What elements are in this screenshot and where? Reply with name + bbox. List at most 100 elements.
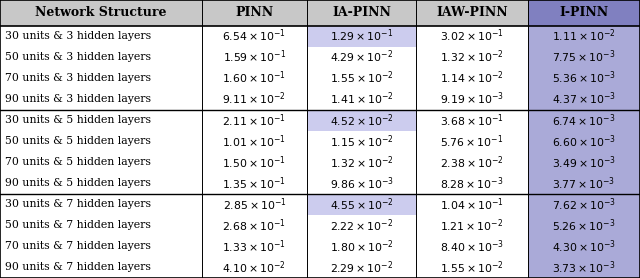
Bar: [307, 47, 416, 68]
Text: 50 units & 3 hidden layers: 50 units & 3 hidden layers: [5, 52, 151, 62]
Bar: [202, 194, 307, 215]
Text: $4.29 \times 10^{-2}$: $4.29 \times 10^{-2}$: [330, 49, 393, 65]
Bar: [0, 194, 202, 215]
Bar: [202, 152, 307, 173]
Text: $4.55 \times 10^{-2}$: $4.55 \times 10^{-2}$: [330, 196, 394, 213]
Text: $9.11 \times 10^{-2}$: $9.11 \times 10^{-2}$: [223, 91, 286, 108]
Text: $1.55 \times 10^{-2}$: $1.55 \times 10^{-2}$: [440, 259, 504, 276]
Bar: [0, 152, 202, 173]
Bar: [528, 26, 640, 47]
Text: $1.33 \times 10^{-1}$: $1.33 \times 10^{-1}$: [223, 238, 286, 255]
Text: 30 units & 7 hidden layers: 30 units & 7 hidden layers: [5, 199, 151, 209]
Text: $2.38 \times 10^{-2}$: $2.38 \times 10^{-2}$: [440, 154, 504, 171]
Bar: [0, 68, 202, 89]
Bar: [528, 89, 640, 110]
Text: IA-PINN: IA-PINN: [332, 6, 391, 19]
Text: $1.21 \times 10^{-2}$: $1.21 \times 10^{-2}$: [440, 217, 504, 234]
Text: $2.29 \times 10^{-2}$: $2.29 \times 10^{-2}$: [330, 259, 393, 276]
Text: $2.68 \times 10^{-1}$: $2.68 \times 10^{-1}$: [223, 217, 286, 234]
Bar: [416, 131, 528, 152]
Text: $8.40 \times 10^{-3}$: $8.40 \times 10^{-3}$: [440, 238, 504, 255]
Text: I-PINN: I-PINN: [559, 6, 609, 19]
Text: $7.75 \times 10^{-3}$: $7.75 \times 10^{-3}$: [552, 49, 616, 65]
Text: $1.15 \times 10^{-2}$: $1.15 \times 10^{-2}$: [330, 133, 394, 150]
Bar: [202, 47, 307, 68]
Text: $7.62 \times 10^{-3}$: $7.62 \times 10^{-3}$: [552, 196, 616, 213]
Text: 70 units & 7 hidden layers: 70 units & 7 hidden layers: [5, 242, 151, 251]
Bar: [307, 110, 416, 131]
Text: IAW-PINN: IAW-PINN: [436, 6, 508, 19]
Bar: [202, 173, 307, 194]
Text: $6.60 \times 10^{-3}$: $6.60 \times 10^{-3}$: [552, 133, 616, 150]
Text: 90 units & 7 hidden layers: 90 units & 7 hidden layers: [5, 262, 151, 272]
Bar: [0, 131, 202, 152]
Bar: [416, 68, 528, 89]
Text: $1.01 \times 10^{-1}$: $1.01 \times 10^{-1}$: [223, 133, 286, 150]
Text: $9.86 \times 10^{-3}$: $9.86 \times 10^{-3}$: [330, 175, 394, 192]
Text: $1.32 \times 10^{-2}$: $1.32 \times 10^{-2}$: [440, 49, 504, 65]
Bar: [307, 26, 416, 47]
Bar: [202, 68, 307, 89]
Text: 50 units & 7 hidden layers: 50 units & 7 hidden layers: [5, 220, 151, 230]
Bar: [528, 110, 640, 131]
Bar: [307, 257, 416, 278]
Text: 90 units & 3 hidden layers: 90 units & 3 hidden layers: [5, 94, 151, 104]
Text: $1.50 \times 10^{-1}$: $1.50 \times 10^{-1}$: [223, 154, 286, 171]
Text: $4.52 \times 10^{-2}$: $4.52 \times 10^{-2}$: [330, 112, 394, 128]
Bar: [416, 236, 528, 257]
Bar: [307, 173, 416, 194]
Bar: [202, 215, 307, 236]
Text: $4.37 \times 10^{-3}$: $4.37 \times 10^{-3}$: [552, 91, 616, 108]
Bar: [202, 131, 307, 152]
Bar: [528, 236, 640, 257]
Text: $1.11 \times 10^{-2}$: $1.11 \times 10^{-2}$: [552, 28, 616, 44]
Bar: [528, 131, 640, 152]
Text: $1.29 \times 10^{-1}$: $1.29 \times 10^{-1}$: [330, 28, 393, 44]
Text: $9.19 \times 10^{-3}$: $9.19 \times 10^{-3}$: [440, 91, 504, 108]
Text: $1.55 \times 10^{-2}$: $1.55 \times 10^{-2}$: [330, 70, 394, 86]
Text: $1.41 \times 10^{-2}$: $1.41 \times 10^{-2}$: [330, 91, 394, 108]
Text: 70 units & 5 hidden layers: 70 units & 5 hidden layers: [5, 157, 151, 167]
Bar: [416, 215, 528, 236]
Bar: [0, 0, 202, 26]
Bar: [307, 68, 416, 89]
Bar: [528, 68, 640, 89]
Bar: [307, 215, 416, 236]
Text: $6.74 \times 10^{-3}$: $6.74 \times 10^{-3}$: [552, 112, 616, 128]
Text: $3.49 \times 10^{-3}$: $3.49 \times 10^{-3}$: [552, 154, 616, 171]
Text: Network Structure: Network Structure: [35, 6, 166, 19]
Text: $5.76 \times 10^{-1}$: $5.76 \times 10^{-1}$: [440, 133, 504, 150]
Text: $2.22 \times 10^{-2}$: $2.22 \times 10^{-2}$: [330, 217, 393, 234]
Bar: [528, 194, 640, 215]
Text: $1.80 \times 10^{-2}$: $1.80 \times 10^{-2}$: [330, 238, 394, 255]
Bar: [0, 89, 202, 110]
Bar: [416, 257, 528, 278]
Bar: [202, 236, 307, 257]
Bar: [416, 152, 528, 173]
Bar: [307, 236, 416, 257]
Bar: [528, 0, 640, 26]
Text: $4.30 \times 10^{-3}$: $4.30 \times 10^{-3}$: [552, 238, 616, 255]
Text: $5.36 \times 10^{-3}$: $5.36 \times 10^{-3}$: [552, 70, 616, 86]
Bar: [528, 47, 640, 68]
Text: $2.85 \times 10^{-1}$: $2.85 \times 10^{-1}$: [223, 196, 286, 213]
Bar: [416, 110, 528, 131]
Text: 90 units & 5 hidden layers: 90 units & 5 hidden layers: [5, 178, 151, 188]
Bar: [307, 89, 416, 110]
Bar: [0, 236, 202, 257]
Bar: [528, 152, 640, 173]
Text: 50 units & 5 hidden layers: 50 units & 5 hidden layers: [5, 136, 151, 146]
Bar: [202, 26, 307, 47]
Bar: [0, 110, 202, 131]
Text: $8.28 \times 10^{-3}$: $8.28 \times 10^{-3}$: [440, 175, 504, 192]
Bar: [202, 110, 307, 131]
Bar: [416, 194, 528, 215]
Text: PINN: PINN: [236, 6, 273, 19]
Bar: [528, 257, 640, 278]
Text: $3.73 \times 10^{-3}$: $3.73 \times 10^{-3}$: [552, 259, 616, 276]
Text: $1.35 \times 10^{-1}$: $1.35 \times 10^{-1}$: [223, 175, 286, 192]
Bar: [416, 26, 528, 47]
Bar: [528, 215, 640, 236]
Bar: [0, 215, 202, 236]
Bar: [0, 257, 202, 278]
